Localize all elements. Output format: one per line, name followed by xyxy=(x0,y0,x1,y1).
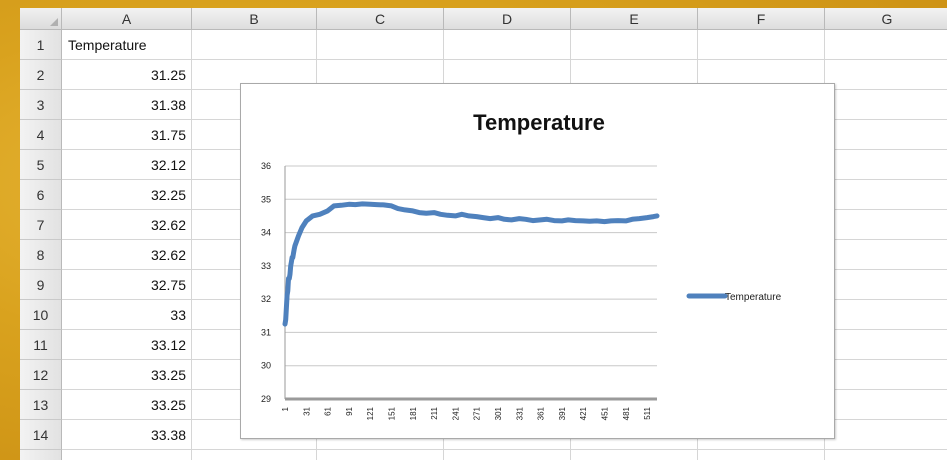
row-header-1[interactable]: 1 xyxy=(20,30,62,60)
cell-a3[interactable]: 31.38 xyxy=(150,97,186,113)
x-tick-label: 481 xyxy=(622,406,631,420)
column-header-e[interactable]: E xyxy=(571,8,698,30)
chart-title: Temperature xyxy=(473,110,605,135)
chart-y-axis: 29 30 31 32 33 34 35 36 xyxy=(261,161,271,404)
cell-a9[interactable]: 32.75 xyxy=(150,277,186,293)
row-header-13[interactable]: 13 xyxy=(20,390,62,420)
row-header-14[interactable]: 14 xyxy=(20,420,62,450)
y-tick-label: 30 xyxy=(261,361,271,371)
y-tick-label: 32 xyxy=(261,294,271,304)
x-tick-label: 241 xyxy=(451,406,460,420)
cell-a10[interactable]: 33 xyxy=(170,307,186,323)
cell-a8[interactable]: 32.62 xyxy=(150,247,186,263)
chart-x-axis: 1 31 61 91 121 151 181 211 241 271 301 331 361 391 421… xyxy=(281,406,652,420)
row-header-5[interactable]: 5 xyxy=(20,150,62,180)
column-header-b[interactable]: B xyxy=(192,8,317,30)
select-all-corner[interactable] xyxy=(20,8,62,30)
cell-a5[interactable]: 32.12 xyxy=(150,157,186,173)
row-header-9[interactable]: 9 xyxy=(20,270,62,300)
legend-label: Temperature xyxy=(725,292,782,303)
x-tick-label: 451 xyxy=(600,406,609,420)
cell-a14[interactable]: 33.38 xyxy=(150,427,186,443)
cell-a7[interactable]: 32.62 xyxy=(150,217,186,233)
x-tick-label: 1 xyxy=(281,406,290,411)
x-tick-label: 271 xyxy=(473,406,482,420)
x-tick-label: 301 xyxy=(494,406,503,420)
x-tick-label: 421 xyxy=(579,406,588,420)
chart-gridlines xyxy=(284,165,657,401)
cell-a1[interactable]: Temperature xyxy=(68,37,147,53)
cell-a4[interactable]: 31.75 xyxy=(150,127,186,143)
cell-a6[interactable]: 32.25 xyxy=(150,187,186,203)
x-tick-label: 91 xyxy=(345,406,354,415)
column-header-g[interactable]: G xyxy=(825,8,947,30)
column-header-d[interactable]: D xyxy=(444,8,571,30)
y-tick-label: 36 xyxy=(261,161,271,171)
chart-legend[interactable]: Temperature xyxy=(686,292,782,303)
x-tick-label: 331 xyxy=(515,406,524,420)
column-header-f[interactable]: F xyxy=(698,8,825,30)
x-tick-label: 31 xyxy=(302,406,311,415)
row-header-8[interactable]: 8 xyxy=(20,240,62,270)
row-header-6[interactable]: 6 xyxy=(20,180,62,210)
x-tick-label: 151 xyxy=(387,406,396,420)
x-tick-label: 61 xyxy=(324,406,333,415)
x-tick-label: 211 xyxy=(430,406,439,419)
x-tick-label: 361 xyxy=(537,406,546,420)
row-header-4[interactable]: 4 xyxy=(20,120,62,150)
x-tick-label: 121 xyxy=(366,406,375,420)
y-tick-label: 35 xyxy=(261,194,271,204)
column-header-a[interactable]: A xyxy=(62,8,192,30)
y-tick-label: 29 xyxy=(261,394,271,404)
x-tick-label: 181 xyxy=(409,406,418,420)
row-header-2[interactable]: 2 xyxy=(20,60,62,90)
chart-plot-area xyxy=(282,201,660,327)
series-line-temperature xyxy=(282,201,660,327)
grid-row xyxy=(62,450,947,460)
grid-row xyxy=(62,420,947,450)
grid-row xyxy=(62,30,947,60)
cell-a2[interactable]: 31.25 xyxy=(150,67,186,83)
cell-a11[interactable]: 33.12 xyxy=(150,337,186,353)
row-header-11[interactable]: 11 xyxy=(20,330,62,360)
y-tick-label: 31 xyxy=(261,327,271,337)
cell-a12[interactable]: 33.25 xyxy=(150,367,186,383)
row-header-7[interactable]: 7 xyxy=(20,210,62,240)
column-divider xyxy=(191,30,192,460)
cell-a15[interactable]: 33.5 xyxy=(62,450,192,460)
spreadsheet-grid: A B C D E F G 1 2 3 4 5 6 7 8 9 10 11 12… xyxy=(20,8,947,460)
cell-a13[interactable]: 33.25 xyxy=(150,397,186,413)
x-tick-label: 511 xyxy=(643,406,652,419)
row-header-15[interactable]: 15 xyxy=(20,450,62,460)
row-header-12[interactable]: 12 xyxy=(20,360,62,390)
y-tick-label: 33 xyxy=(261,261,271,271)
y-tick-label: 34 xyxy=(261,228,271,238)
temperature-chart[interactable]: Temperature 29 30 31 32 33 34 35 36 1 31 61 91 121 1… xyxy=(240,83,835,439)
column-header-c[interactable]: C xyxy=(317,8,444,30)
row-header-3[interactable]: 3 xyxy=(20,90,62,120)
x-tick-label: 391 xyxy=(558,406,567,420)
row-header-10[interactable]: 10 xyxy=(20,300,62,330)
select-all-triangle-icon xyxy=(50,18,58,26)
